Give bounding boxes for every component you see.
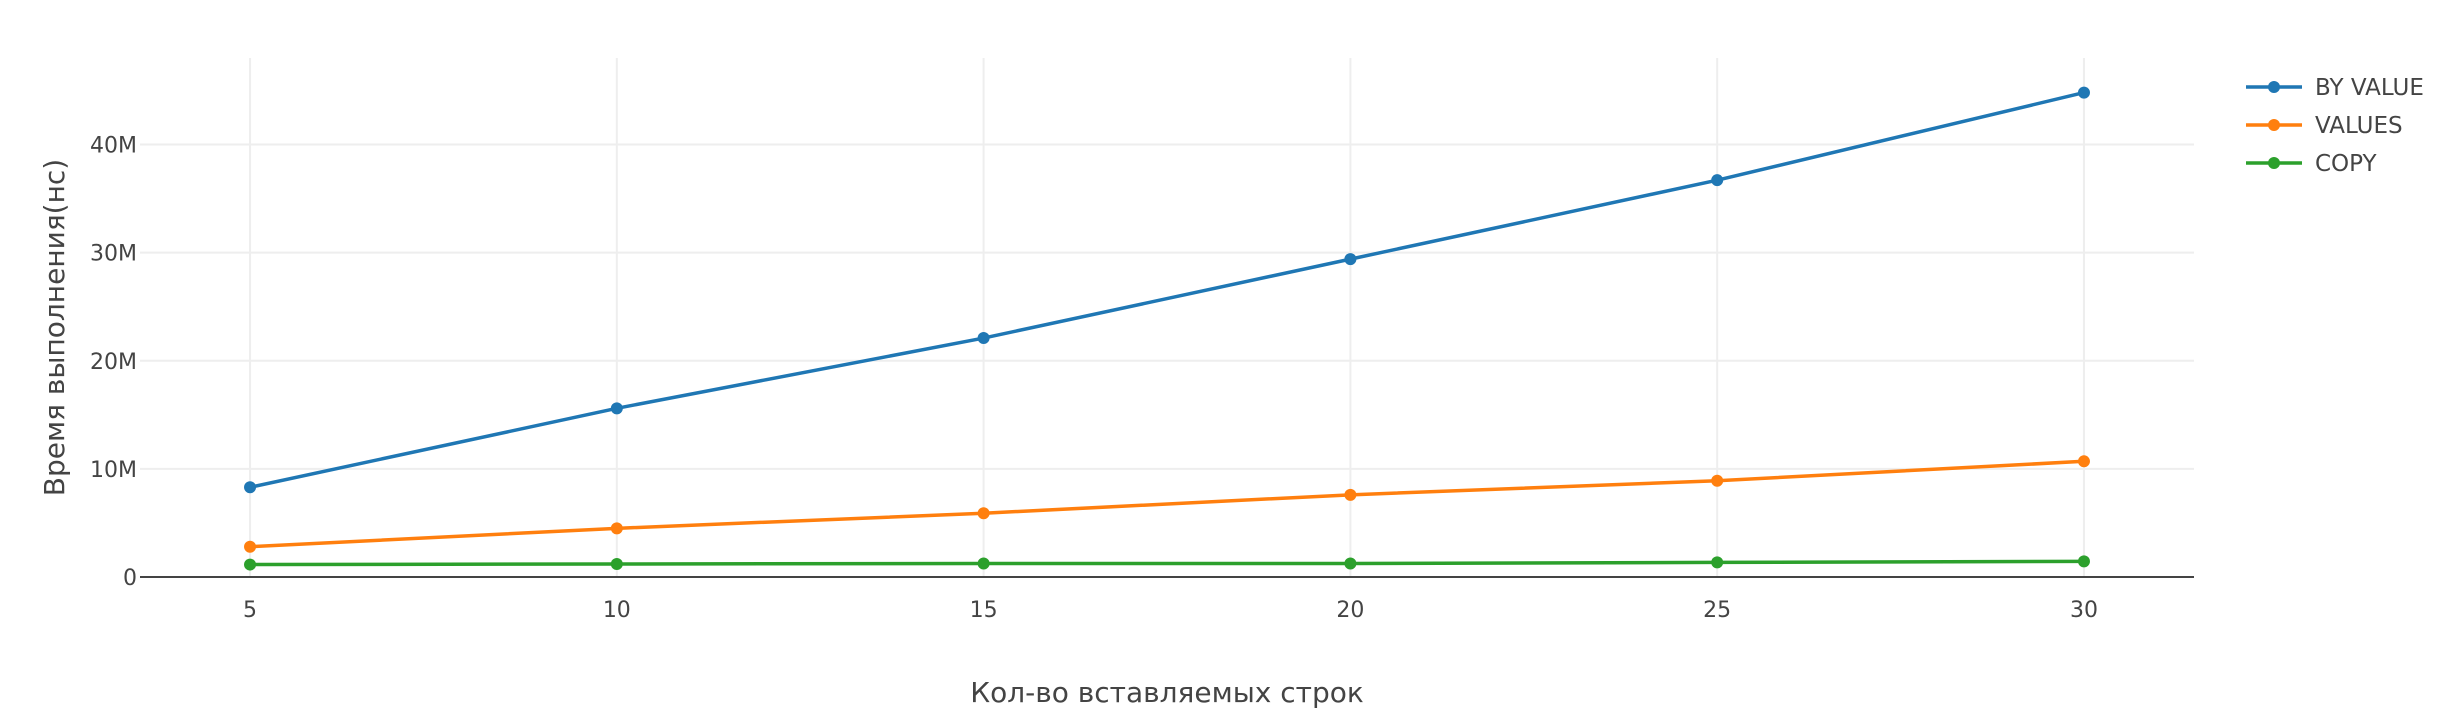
y-tick-label: 20M xyxy=(90,350,137,375)
data-point xyxy=(244,540,257,553)
series-layer xyxy=(244,86,2090,571)
series-values xyxy=(244,455,2090,553)
legend-swatch-marker xyxy=(2268,157,2280,169)
x-axis-title: Кол-во вставляемых строк xyxy=(970,676,1364,709)
data-point xyxy=(610,402,623,415)
series-copy xyxy=(244,555,2090,571)
series-line xyxy=(249,90,2085,489)
legend-swatch-marker xyxy=(2268,119,2280,131)
legend-label: BY VALUE xyxy=(2315,75,2424,101)
legend-item: VALUES xyxy=(2246,113,2403,139)
data-point xyxy=(977,507,990,520)
series-line xyxy=(250,559,2084,567)
data-point xyxy=(1344,557,1357,570)
series-line xyxy=(249,459,2085,549)
legend: BY VALUE VALUES COPY xyxy=(2246,75,2424,177)
data-point xyxy=(1344,253,1357,266)
data-point xyxy=(244,481,257,494)
legend-label: COPY xyxy=(2315,151,2378,177)
legend-item: BY VALUE xyxy=(2246,75,2424,101)
data-point xyxy=(1344,488,1357,501)
x-tick-label: 30 xyxy=(2070,598,2098,623)
legend-item: COPY xyxy=(2246,151,2378,177)
data-point xyxy=(244,558,257,571)
x-tick-label: 10 xyxy=(603,598,631,623)
data-point xyxy=(977,332,990,345)
data-point xyxy=(2077,455,2090,468)
series-by-value xyxy=(244,86,2090,494)
x-tick-label: 20 xyxy=(1336,598,1364,623)
y-tick-label: 40M xyxy=(90,134,137,159)
data-point xyxy=(977,557,990,570)
data-point xyxy=(1711,474,1724,487)
y-tick-label: 0 xyxy=(123,566,137,591)
x-tick-label: 15 xyxy=(970,598,998,623)
x-gridlines xyxy=(249,58,2085,577)
x-tick-label: 5 xyxy=(243,598,257,623)
data-point xyxy=(1711,174,1724,187)
y-gridlines xyxy=(140,143,2194,470)
y-tick-labels: 0 10M 20M 30M 40M xyxy=(90,134,137,592)
x-tick-labels: 5 10 15 20 25 30 xyxy=(243,598,2098,623)
y-axis-title: Время выполнения(нс) xyxy=(38,159,71,496)
data-point xyxy=(2077,86,2090,99)
data-point xyxy=(610,558,623,571)
x-tick-label: 25 xyxy=(1703,598,1731,623)
data-point xyxy=(1711,556,1724,569)
data-point xyxy=(610,522,623,535)
y-tick-label: 30M xyxy=(90,242,137,267)
legend-swatch-marker xyxy=(2268,81,2280,93)
y-tick-label: 10M xyxy=(90,458,137,483)
data-point xyxy=(2077,555,2090,568)
legend-label: VALUES xyxy=(2315,113,2403,139)
